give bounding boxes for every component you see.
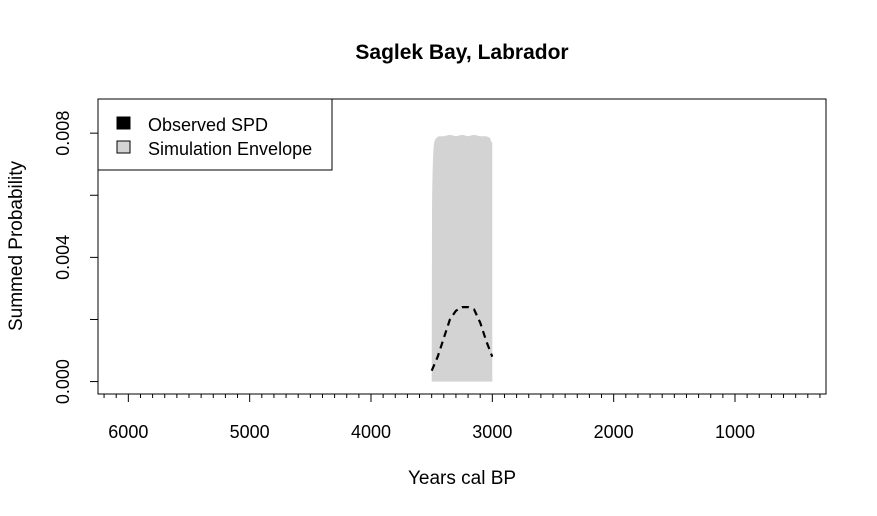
observed-spd-line — [430, 306, 494, 372]
x-tick-label: 4000 — [351, 422, 391, 442]
legend-swatch-observed-spd — [116, 116, 131, 130]
simulation-envelope-band — [431, 134, 493, 382]
y-tick-label: 0.004 — [53, 235, 73, 280]
plot-layer — [430, 134, 494, 382]
y-axis: 0.000 0.004 0.008 — [53, 111, 98, 404]
legend-label-simulation-envelope: Simulation Envelope — [148, 139, 312, 159]
legend-swatch-simulation-envelope — [116, 140, 131, 154]
y-tick-label: 0.008 — [53, 111, 73, 156]
x-axis: 6000 5000 4000 3000 2000 1000 — [103, 394, 821, 442]
chart-title: Saglek Bay, Labrador — [355, 41, 568, 64]
x-tick-label: 3000 — [472, 422, 512, 442]
x-tick-label: 6000 — [108, 422, 148, 442]
x-tick-label: 5000 — [230, 422, 270, 442]
legend: Observed SPD Simulation Envelope — [97, 98, 333, 171]
x-tick-label: 2000 — [594, 422, 634, 442]
legend-label-observed-spd: Observed SPD — [148, 115, 268, 135]
plot-box — [97, 98, 827, 395]
x-axis-label: Years cal BP — [408, 468, 516, 489]
legend-box — [97, 98, 333, 171]
x-tick-label: 1000 — [715, 422, 755, 442]
y-tick-label: 0.000 — [53, 359, 73, 404]
y-axis-label: Summed Probability — [6, 160, 27, 331]
